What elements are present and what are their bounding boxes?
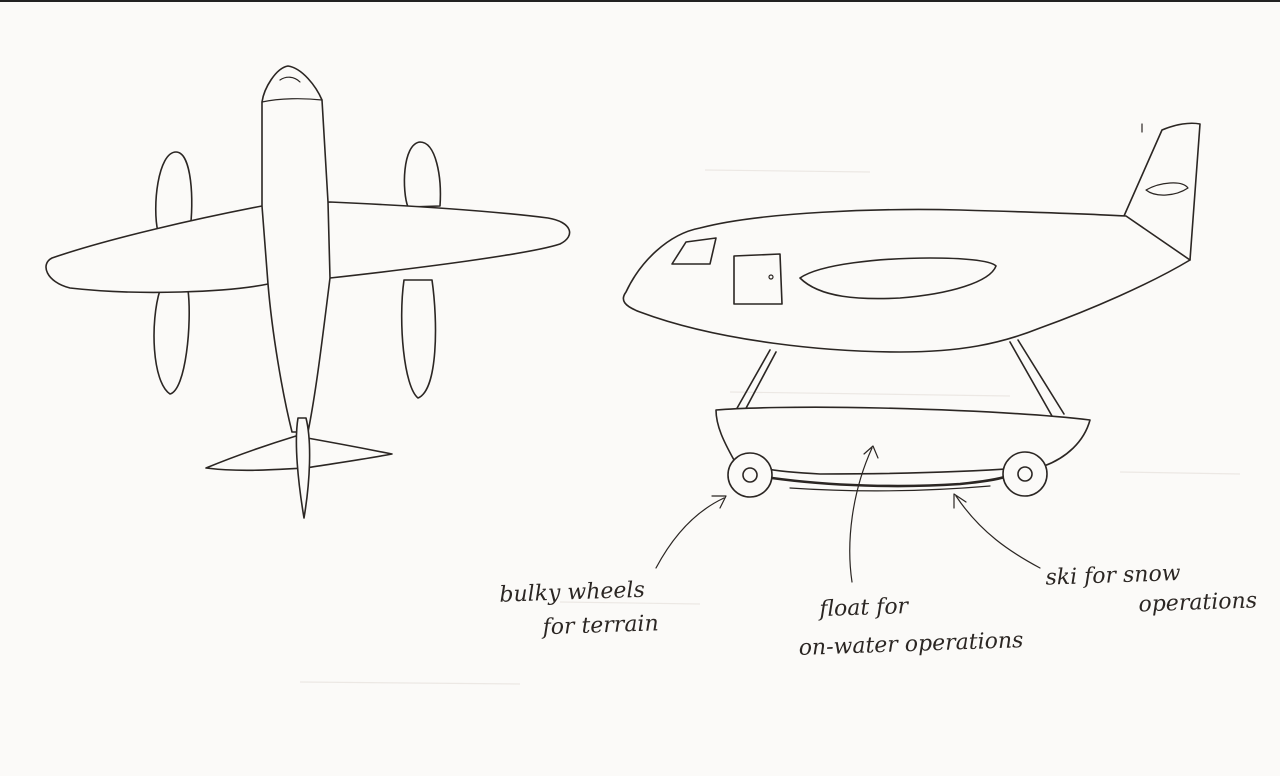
side-view-ski [770,474,1010,488]
annotation-arrows [655,445,1041,583]
ski-annotation-line2: operations [1138,588,1258,618]
top-view-fin [295,417,311,519]
side-view-aircraft [622,122,1201,498]
wheels-annotation-line2: for terrain [542,611,660,641]
side-view-wheels [727,451,1048,498]
float-annotation: float for on-water operations [797,590,1024,662]
wheels-annotation-line1: bulky wheels [499,577,646,608]
side-view-tail-fin [1123,122,1201,261]
side-view-cabin-window [799,257,997,300]
side-view-door [733,253,783,305]
side-view-fuselage [622,208,1191,353]
top-view-aircraft [45,65,571,519]
ski-annotation: ski for snow operations [1045,558,1257,621]
side-view-cockpit-window [671,237,717,265]
top-view-fuselage [261,65,331,433]
wheels-annotation: bulky wheels for terrain [499,577,659,642]
